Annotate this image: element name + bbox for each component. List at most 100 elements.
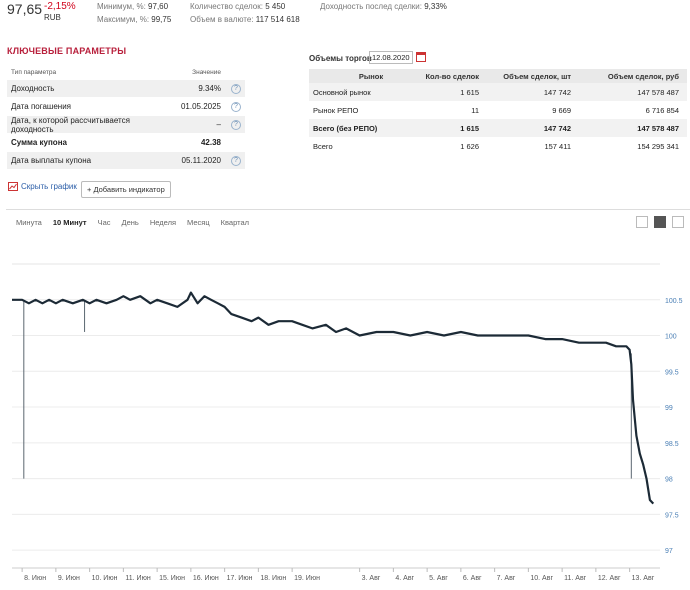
hide-chart-link[interactable]: Скрыть график xyxy=(8,182,77,191)
key-param-value: 05.11.2020 xyxy=(181,156,221,165)
volumes-cell: 147 578 487 xyxy=(637,87,679,97)
col-param-value: Значение xyxy=(192,68,221,76)
x-tick-label: 11. Авг xyxy=(564,575,587,582)
key-param-value: – xyxy=(216,120,221,129)
area-chart-icon[interactable] xyxy=(636,216,648,228)
currency: RUB xyxy=(44,13,61,22)
key-param-row: Доходность 9.34%? xyxy=(7,80,245,98)
x-tick-label: 8. Июн xyxy=(24,575,46,582)
y-tick-label: 97 xyxy=(665,548,673,555)
help-icon[interactable]: ? xyxy=(231,83,241,94)
x-tick-label: 13. Авг xyxy=(632,575,655,582)
chart-toolbar xyxy=(636,216,684,228)
help-slot: ? xyxy=(221,155,241,166)
line-chart-icon[interactable] xyxy=(672,216,684,228)
key-param-value: 9.34% xyxy=(198,84,221,93)
chart-icon xyxy=(8,182,18,191)
volumes-row: Всего 1 626 157 411 154 295 341 xyxy=(309,137,687,155)
volumes-date-input[interactable]: 12.08.2020 xyxy=(369,51,413,64)
key-param-value: 42.38 xyxy=(200,138,221,147)
interval-tab[interactable]: Неделя xyxy=(149,218,177,227)
y-tick-label: 99 xyxy=(665,405,673,412)
volumes-cell: Рынок РЕПО xyxy=(313,105,359,115)
stat-min: Минимум, %: 97,60 xyxy=(97,2,169,11)
key-param-row: Сумма купона 42.38 xyxy=(7,134,245,152)
col-market: Рынок xyxy=(358,71,384,81)
volumes-title: Объемы торгов xyxy=(309,54,372,63)
interval-tab[interactable]: Месяц xyxy=(187,218,210,227)
volumes-cell: 9 669 xyxy=(552,105,571,115)
y-tick-label: 98.5 xyxy=(665,441,679,448)
volumes-cell: 147 742 xyxy=(543,87,571,97)
price: 97,65 xyxy=(7,1,43,17)
price-line xyxy=(12,291,655,505)
key-params-title: КЛЮЧЕВЫЕ ПАРАМЕТРЫ xyxy=(7,46,127,56)
help-slot: ? xyxy=(221,83,241,94)
stat-last-yield: Доходность послед сделки: 9,33% xyxy=(320,2,447,11)
candle-chart-icon[interactable] xyxy=(654,216,666,228)
volumes-table: Рынок Кол-во сделок Объем сделок, шт Объ… xyxy=(309,69,687,155)
x-tick-label: 17. Июн xyxy=(227,575,253,582)
help-icon[interactable]: ? xyxy=(231,155,241,166)
hide-chart-label: Скрыть график xyxy=(21,182,77,191)
key-params-header: Тип параметра Значение xyxy=(7,64,245,80)
volumes-cell: 6 716 854 xyxy=(645,105,679,115)
key-param-name: Дата выплаты купона xyxy=(11,156,92,165)
volumes-cell: 147 578 487 xyxy=(637,123,679,133)
y-tick-label: 100 xyxy=(665,334,677,341)
key-param-name: Дата, к которой рассчитывается доходност… xyxy=(11,115,130,134)
x-tick-label: 5. Авг xyxy=(429,575,448,582)
key-param-name: Сумма купона xyxy=(11,138,67,147)
quote-header: 97,65 -2,15% RUB Минимум, %: 97,60 Макси… xyxy=(0,0,690,30)
volumes-row: Основной рынок 1 615 147 742 147 578 487 xyxy=(309,83,687,101)
volumes-cell: 1 626 xyxy=(460,141,479,151)
chart-panel: Минута 10 Минут Час День Неделя Месяц Квартал xyxy=(6,209,690,590)
x-tick-label: 11. Июн xyxy=(125,575,150,582)
calendar-icon[interactable] xyxy=(416,52,426,62)
y-tick-label: 98 xyxy=(665,477,673,484)
help-icon[interactable]: ? xyxy=(231,101,241,112)
key-param-name: Дата погашения xyxy=(11,102,71,111)
y-tick-label: 100.5 xyxy=(665,298,683,305)
volumes-header-row: Рынок Кол-во сделок Объем сделок, шт Объ… xyxy=(309,69,687,83)
key-param-name: Доходность xyxy=(11,84,55,93)
stat-trades-count: Количество сделок: 5 450 xyxy=(190,2,286,11)
col-volume-rub: Объем сделок, руб xyxy=(607,71,679,81)
interval-tab[interactable]: Час xyxy=(97,218,111,227)
key-param-row: Дата, к которой рассчитывается доходност… xyxy=(7,116,245,134)
interval-tab[interactable]: 10 Минут xyxy=(52,218,87,227)
volumes-cell: 147 742 xyxy=(543,123,571,133)
x-tick-label: 6. Авг xyxy=(463,575,482,582)
volumes-cell: 157 411 xyxy=(544,141,571,151)
x-tick-label: 10. Авг xyxy=(530,575,553,582)
col-param-type: Тип параметра xyxy=(11,68,57,76)
interval-tab[interactable]: Квартал xyxy=(220,218,249,227)
col-trades: Кол-во сделок xyxy=(425,71,479,81)
x-tick-label: 3. Авг xyxy=(362,575,381,582)
interval-tab[interactable]: Минута xyxy=(16,218,42,227)
volumes-cell: 11 xyxy=(471,105,479,115)
interval-tab[interactable]: День xyxy=(121,218,139,227)
x-tick-label: 18. Июн xyxy=(260,575,286,582)
interval-tabs: Минута 10 Минут Час День Неделя Месяц Квартал xyxy=(16,218,249,227)
volumes-cell: 1 615 xyxy=(460,87,479,97)
key-param-row: Дата погашения 01.05.2025? xyxy=(7,98,245,116)
volumes-cell: Всего (без РЕПО) xyxy=(313,123,378,133)
key-params-table: Тип параметра Значение Доходность 9.34%? Д… xyxy=(7,64,245,170)
x-tick-label: 16. Июн xyxy=(193,575,219,582)
x-tick-label: 15. Июн xyxy=(159,575,185,582)
help-slot: ? xyxy=(221,119,241,130)
x-tick-label: 4. Авг xyxy=(395,575,414,582)
stat-max: Максимум, %: 99,75 xyxy=(97,15,172,24)
volumes-row: Всего (без РЕПО) 1 615 147 742 147 578 487 xyxy=(309,119,687,137)
help-icon[interactable]: ? xyxy=(231,119,241,130)
y-tick-label: 97.5 xyxy=(665,512,679,519)
stat-volume-currency: Объем в валюте: 117 514 618 xyxy=(190,15,300,24)
volumes-cell: 154 295 341 xyxy=(637,141,679,151)
volumes-row: Рынок РЕПО 11 9 669 6 716 854 xyxy=(309,101,687,119)
key-param-value: 01.05.2025 xyxy=(180,102,221,111)
volumes-cell: Всего xyxy=(313,141,333,151)
volumes-cell: 1 615 xyxy=(460,123,479,133)
add-indicator-button[interactable]: + Добавить индикатор xyxy=(81,181,171,198)
